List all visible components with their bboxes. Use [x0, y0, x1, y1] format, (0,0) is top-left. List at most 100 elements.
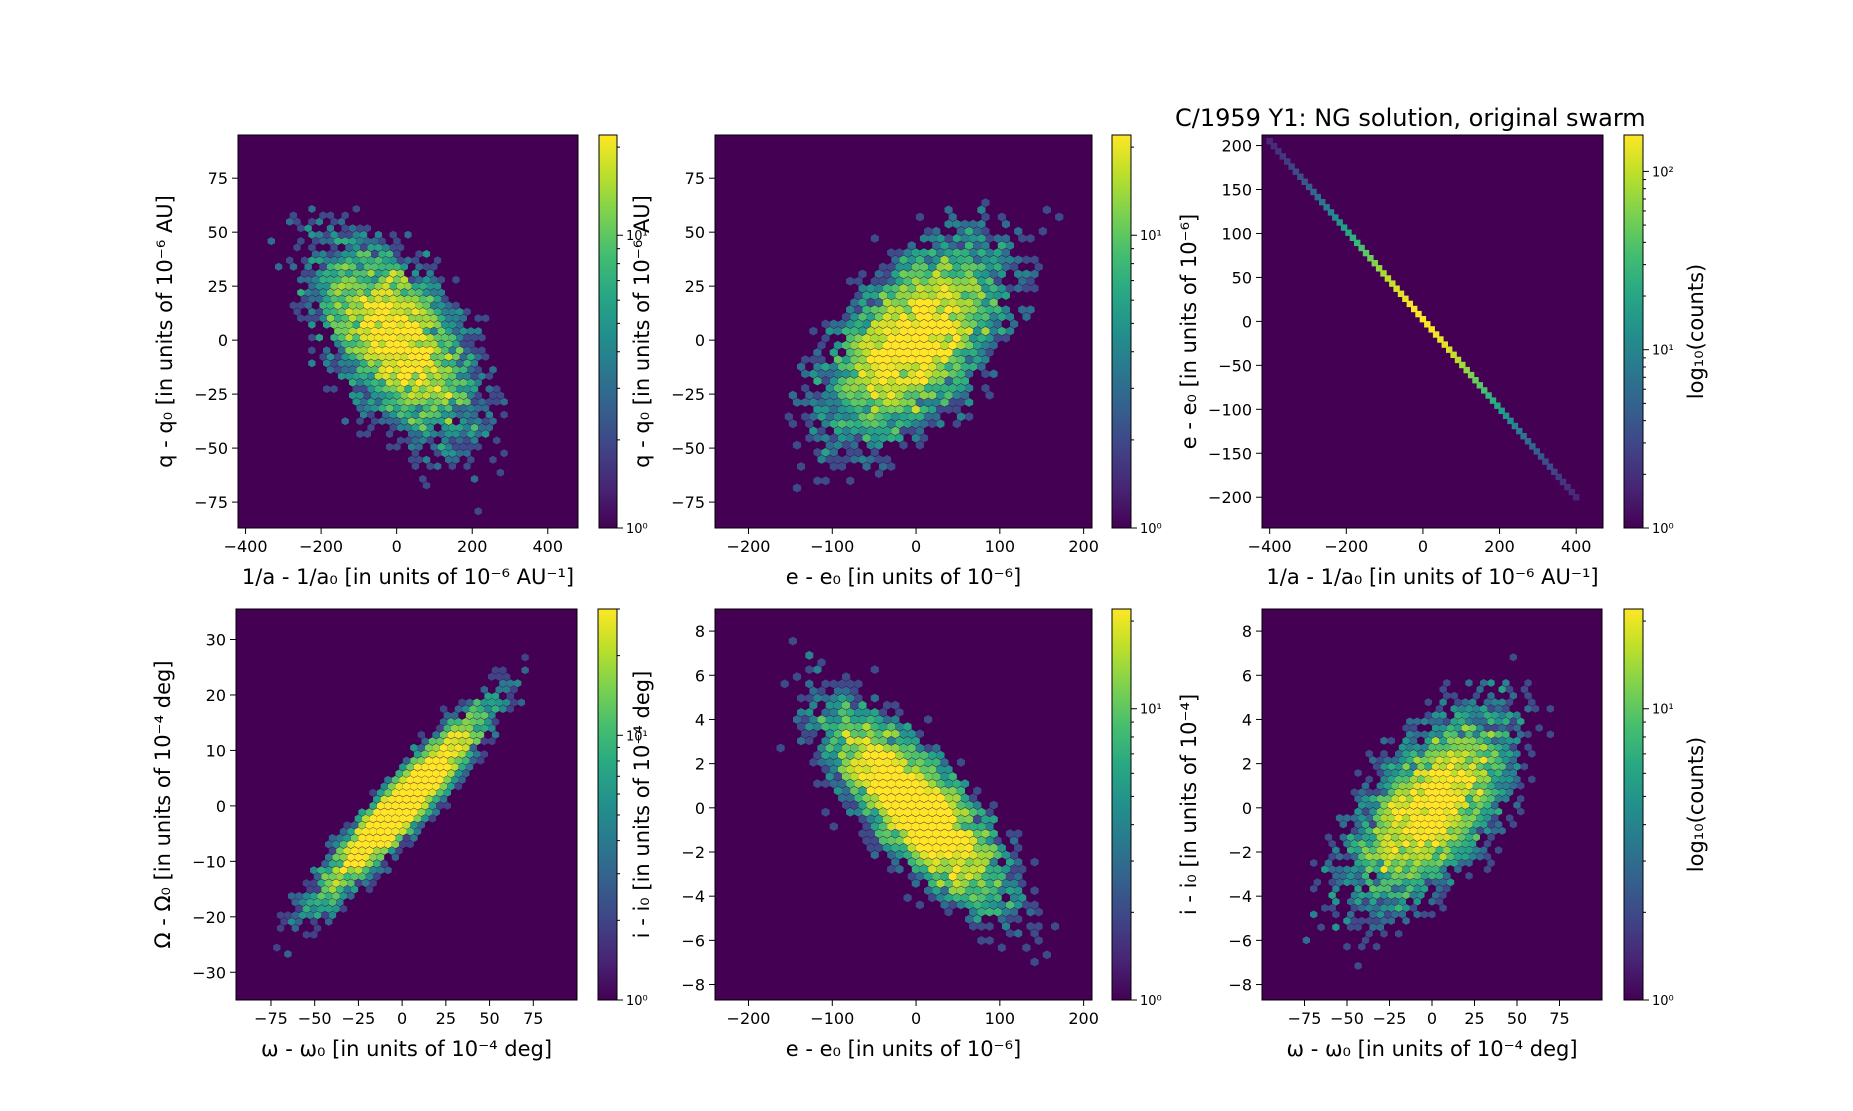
hex-cell [389, 385, 397, 393]
hex-cell [369, 788, 377, 797]
hex-cell [350, 859, 359, 868]
hex-cell [354, 892, 362, 900]
hex-cell [1005, 957, 1015, 967]
hex-cell [371, 250, 379, 258]
hex-cell [1402, 904, 1410, 912]
hex-cell [399, 801, 407, 810]
hex-cell [960, 850, 970, 860]
hex-cell [1450, 756, 1458, 765]
hex-cell [1014, 241, 1023, 250]
hex-cell [348, 198, 357, 207]
hex-cell [454, 782, 463, 791]
hex-cell [1354, 910, 1362, 919]
hex-cell [1535, 685, 1543, 694]
hex-cell [489, 404, 497, 413]
hex-cell [919, 447, 929, 457]
hex-cell [1291, 929, 1299, 938]
hex-cell [384, 775, 392, 784]
hex-cell [1476, 762, 1484, 771]
hex-cell [297, 224, 305, 233]
hex-cell [985, 248, 994, 258]
hex-cell [809, 412, 818, 422]
hex-cell [1450, 691, 1458, 700]
hex-cell [1498, 685, 1506, 694]
hex-cell [956, 184, 965, 193]
hex-cell [360, 449, 368, 458]
hex-cell [977, 419, 986, 429]
hex-cell [973, 340, 982, 350]
hex-cell [1380, 749, 1388, 758]
hex-cell [1465, 781, 1473, 790]
hex-cell [891, 757, 900, 767]
hex-cell [1424, 891, 1432, 900]
hex-cell [376, 840, 385, 849]
hex-cell [426, 462, 434, 471]
hex-cell [965, 355, 974, 364]
hex-cell [1424, 801, 1432, 810]
hex-cell [780, 665, 789, 674]
hex-cell [478, 333, 486, 342]
hex-cell [944, 893, 953, 903]
hex-cell [1402, 295, 1409, 302]
hex-cell [858, 355, 867, 364]
hex-cell [891, 184, 900, 193]
hex-cell [854, 750, 863, 760]
hex-cell [1409, 724, 1418, 732]
hex-cell [411, 359, 420, 368]
hex-cell [323, 385, 331, 393]
hex-cell [436, 801, 444, 810]
hex-cell [1487, 859, 1495, 867]
hex-cell [760, 497, 769, 507]
hex-cell [1516, 427, 1523, 435]
hex-cell [772, 750, 781, 760]
hex-cell [911, 276, 920, 286]
hex-cell [1487, 769, 1495, 777]
hex-cell [1450, 351, 1457, 358]
hex-cell [463, 372, 471, 381]
hex-cell [919, 907, 929, 917]
hex-cell [341, 237, 349, 246]
hex-cell [395, 846, 403, 855]
hex-cell [1509, 769, 1517, 777]
hex-cell [462, 756, 470, 765]
hex-cell [878, 390, 888, 400]
hex-cell [776, 743, 785, 753]
hex-cell [384, 840, 392, 849]
x-tick-label: −200 [299, 537, 343, 556]
hex-cell [481, 404, 490, 413]
hex-cell [295, 892, 303, 900]
hex-cell [1398, 923, 1407, 932]
hex-cell [404, 282, 412, 291]
hex-cell [1402, 788, 1410, 797]
hex-cell [1361, 859, 1370, 867]
hex-cell [829, 822, 838, 831]
hex-cell [1457, 910, 1466, 919]
hex-cell [308, 230, 316, 239]
hex-cell [936, 333, 945, 343]
hex-cell [862, 362, 871, 372]
y-tick-label: 4 [695, 710, 705, 729]
hex-cell [915, 355, 924, 364]
hex-cell [348, 262, 357, 271]
hex-cell [928, 333, 937, 343]
hex-cell [278, 307, 286, 316]
hex-cell [1435, 897, 1444, 906]
hex-cell [899, 283, 908, 293]
hex-cell [310, 879, 318, 888]
hex-cell [1419, 316, 1427, 323]
hex-cell [393, 250, 401, 258]
colorbar-tick-label: 10¹ [626, 729, 648, 744]
x-tick-label: −100 [810, 537, 854, 556]
hex-cell [478, 410, 486, 419]
hex-cell [940, 412, 949, 422]
hex-cell [447, 717, 455, 726]
hex-cell [384, 763, 392, 771]
hex-cell [358, 846, 366, 855]
hex-cell [1476, 711, 1484, 720]
hex-cell [517, 698, 526, 707]
hex-cell [348, 404, 357, 413]
hex-cell [883, 829, 892, 838]
hex-cell [451, 711, 459, 720]
hex-cell [380, 795, 388, 804]
